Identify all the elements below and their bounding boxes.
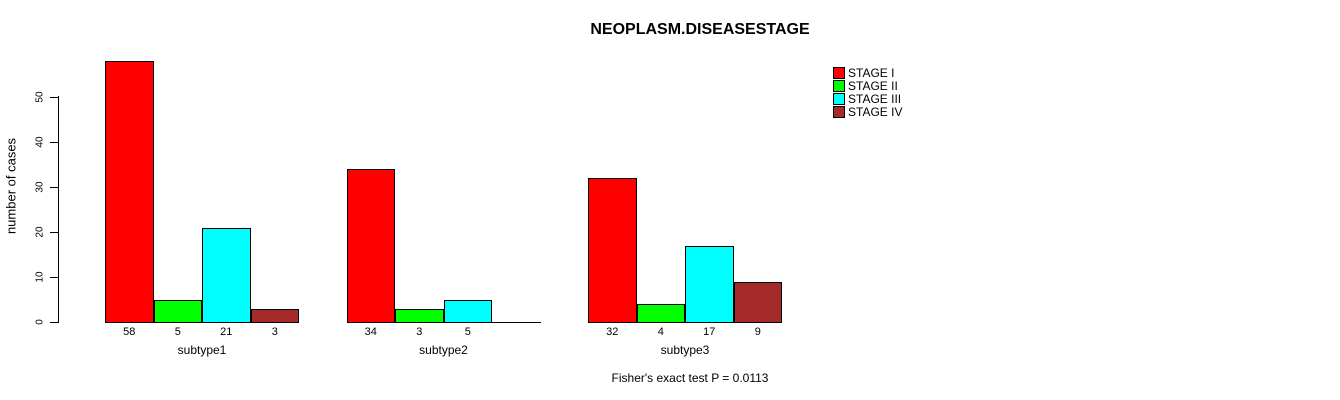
chart-title: NEOPLASM.DISEASESTAGE [590,21,810,38]
y-tick-mark [50,187,58,188]
y-tick-mark [50,232,58,233]
bar-value-label: 4 [657,326,664,338]
fisher-test-annotation: Fisher's exact test P = 0.0113 [611,371,769,385]
legend-label-stage-ii: STAGE II [848,79,898,93]
y-tick-mark [50,142,58,143]
bar-subtype1-stage-iii [202,227,251,323]
legend-label-stage-iv: STAGE IV [848,105,903,119]
bar-subtype2-stage-iii [443,299,492,323]
y-tick-mark [50,322,58,323]
legend-swatch-stage-iii [833,93,845,105]
bar-value-label: 5 [174,326,181,338]
legend-swatch-stage-iv [833,106,845,118]
y-tick-mark [50,97,58,98]
y-tick-label: 40 [34,136,46,148]
bar-value-label: 17 [703,326,716,338]
y-tick-label: 50 [34,91,46,103]
y-axis-label: number of cases [3,137,19,235]
legend-swatch-stage-i [833,67,845,79]
bar-value-label: 3 [271,326,278,338]
bar-value-label: 32 [606,326,619,338]
bar-value-label: 58 [123,326,136,338]
bar-subtype3-stage-ii [636,304,685,323]
category-label-subtype3: subtype3 [660,343,710,357]
y-tick-label: 10 [34,271,46,283]
legend-swatch-stage-ii [833,80,845,92]
y-tick-label: 20 [34,226,46,238]
bar-value-label: 21 [220,326,233,338]
bar-subtype2-stage-ii [395,308,444,323]
y-tick-label: 30 [34,181,46,193]
bar-value-label: 34 [364,326,377,338]
category-label-subtype2: subtype2 [419,343,468,357]
bar-subtype1-stage-i [105,61,154,323]
y-tick-label: 0 [34,319,46,325]
category-label-subtype1: subtype1 [177,343,227,357]
y-tick-mark [50,277,58,278]
bar-value-label: 9 [754,326,761,338]
bar-subtype2-stage-i [346,169,395,323]
bar-value-label: 3 [416,326,423,338]
bar-subtype3-stage-iv [733,281,782,323]
legend-label-stage-i: STAGE I [848,66,895,80]
bar-value-label: 5 [464,326,471,338]
legend-label-stage-iii: STAGE III [848,92,902,106]
bar-subtype1-stage-iv [250,308,299,323]
y-axis-line [58,96,59,323]
bar-subtype3-stage-iii [685,245,734,323]
bar-subtype1-stage-ii [153,299,202,323]
bar-subtype3-stage-i [588,178,637,323]
